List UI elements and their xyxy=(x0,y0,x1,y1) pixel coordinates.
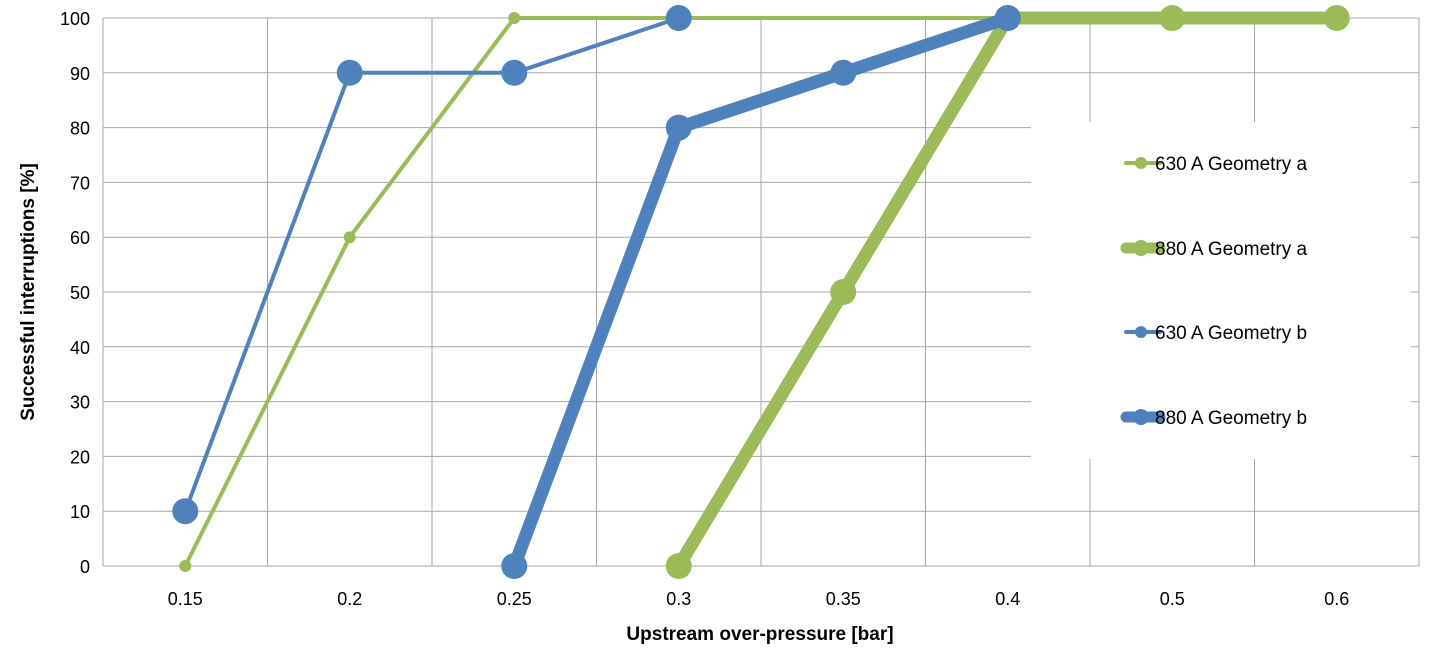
y-tick-label: 10 xyxy=(70,502,90,522)
data-point xyxy=(179,560,192,572)
x-tick-label: 0.6 xyxy=(1324,589,1349,609)
x-tick-label: 0.2 xyxy=(337,589,362,609)
data-point xyxy=(172,498,199,525)
data-point xyxy=(1159,5,1186,31)
data-point xyxy=(994,5,1021,31)
x-tick-label: 0.35 xyxy=(826,589,861,609)
legend-label: 880 A Geometry b xyxy=(1155,408,1307,429)
legend-label: 630 A Geometry a xyxy=(1155,154,1308,175)
legend-box xyxy=(1031,122,1411,459)
axes: 0 10 20 30 40 50 60 70 80 90 100 0.15 0.2 0.25 0.3 0.35… xyxy=(60,9,1349,609)
x-tick-label: 0.4 xyxy=(995,589,1020,609)
data-point xyxy=(665,114,692,141)
y-tick-label: 40 xyxy=(70,338,90,358)
series-group xyxy=(172,5,1350,579)
y-tick-label: 80 xyxy=(70,119,90,139)
y-axis-title: Successful interruptions [%] xyxy=(18,163,39,421)
data-point xyxy=(665,5,692,31)
x-tick-label: 0.15 xyxy=(168,589,203,609)
legend-label: 630 A Geometry b xyxy=(1155,323,1307,344)
series-4 xyxy=(501,5,1021,579)
y-tick-label: 70 xyxy=(70,173,90,193)
x-tick-label: 0.5 xyxy=(1160,589,1185,609)
data-point xyxy=(830,59,857,86)
data-point xyxy=(508,12,521,24)
y-tick-label: 90 xyxy=(70,64,90,84)
y-tick-label: 50 xyxy=(70,283,90,303)
x-tick-label: 0.3 xyxy=(666,589,691,609)
legend: 630 A Geometry a 880 A Geometry a 630 A Ge… xyxy=(1031,122,1411,459)
y-tick-label: 30 xyxy=(70,393,90,413)
legend-label: 880 A Geometry a xyxy=(1155,239,1308,260)
data-point xyxy=(1323,5,1350,31)
series-line xyxy=(507,11,1015,573)
y-tick-label: 60 xyxy=(70,228,90,248)
data-point xyxy=(343,231,356,244)
data-point xyxy=(830,279,857,305)
series-line xyxy=(183,16,681,514)
legend-swatch-marker xyxy=(1133,240,1149,256)
x-tick-label: 0.25 xyxy=(497,589,532,609)
y-tick-label: 20 xyxy=(70,447,90,467)
legend-swatch-marker xyxy=(1135,157,1147,169)
legend-swatch-marker xyxy=(1133,409,1149,425)
data-point xyxy=(501,59,528,86)
data-point xyxy=(336,59,363,86)
series-3 xyxy=(172,5,692,525)
y-tick-label: 100 xyxy=(60,9,90,29)
x-axis-title: Upstream over-pressure [bar] xyxy=(626,624,893,645)
legend-swatch-marker xyxy=(1135,326,1147,338)
y-tick-label: 0 xyxy=(80,557,90,577)
data-point xyxy=(501,553,528,579)
data-point xyxy=(665,553,692,579)
